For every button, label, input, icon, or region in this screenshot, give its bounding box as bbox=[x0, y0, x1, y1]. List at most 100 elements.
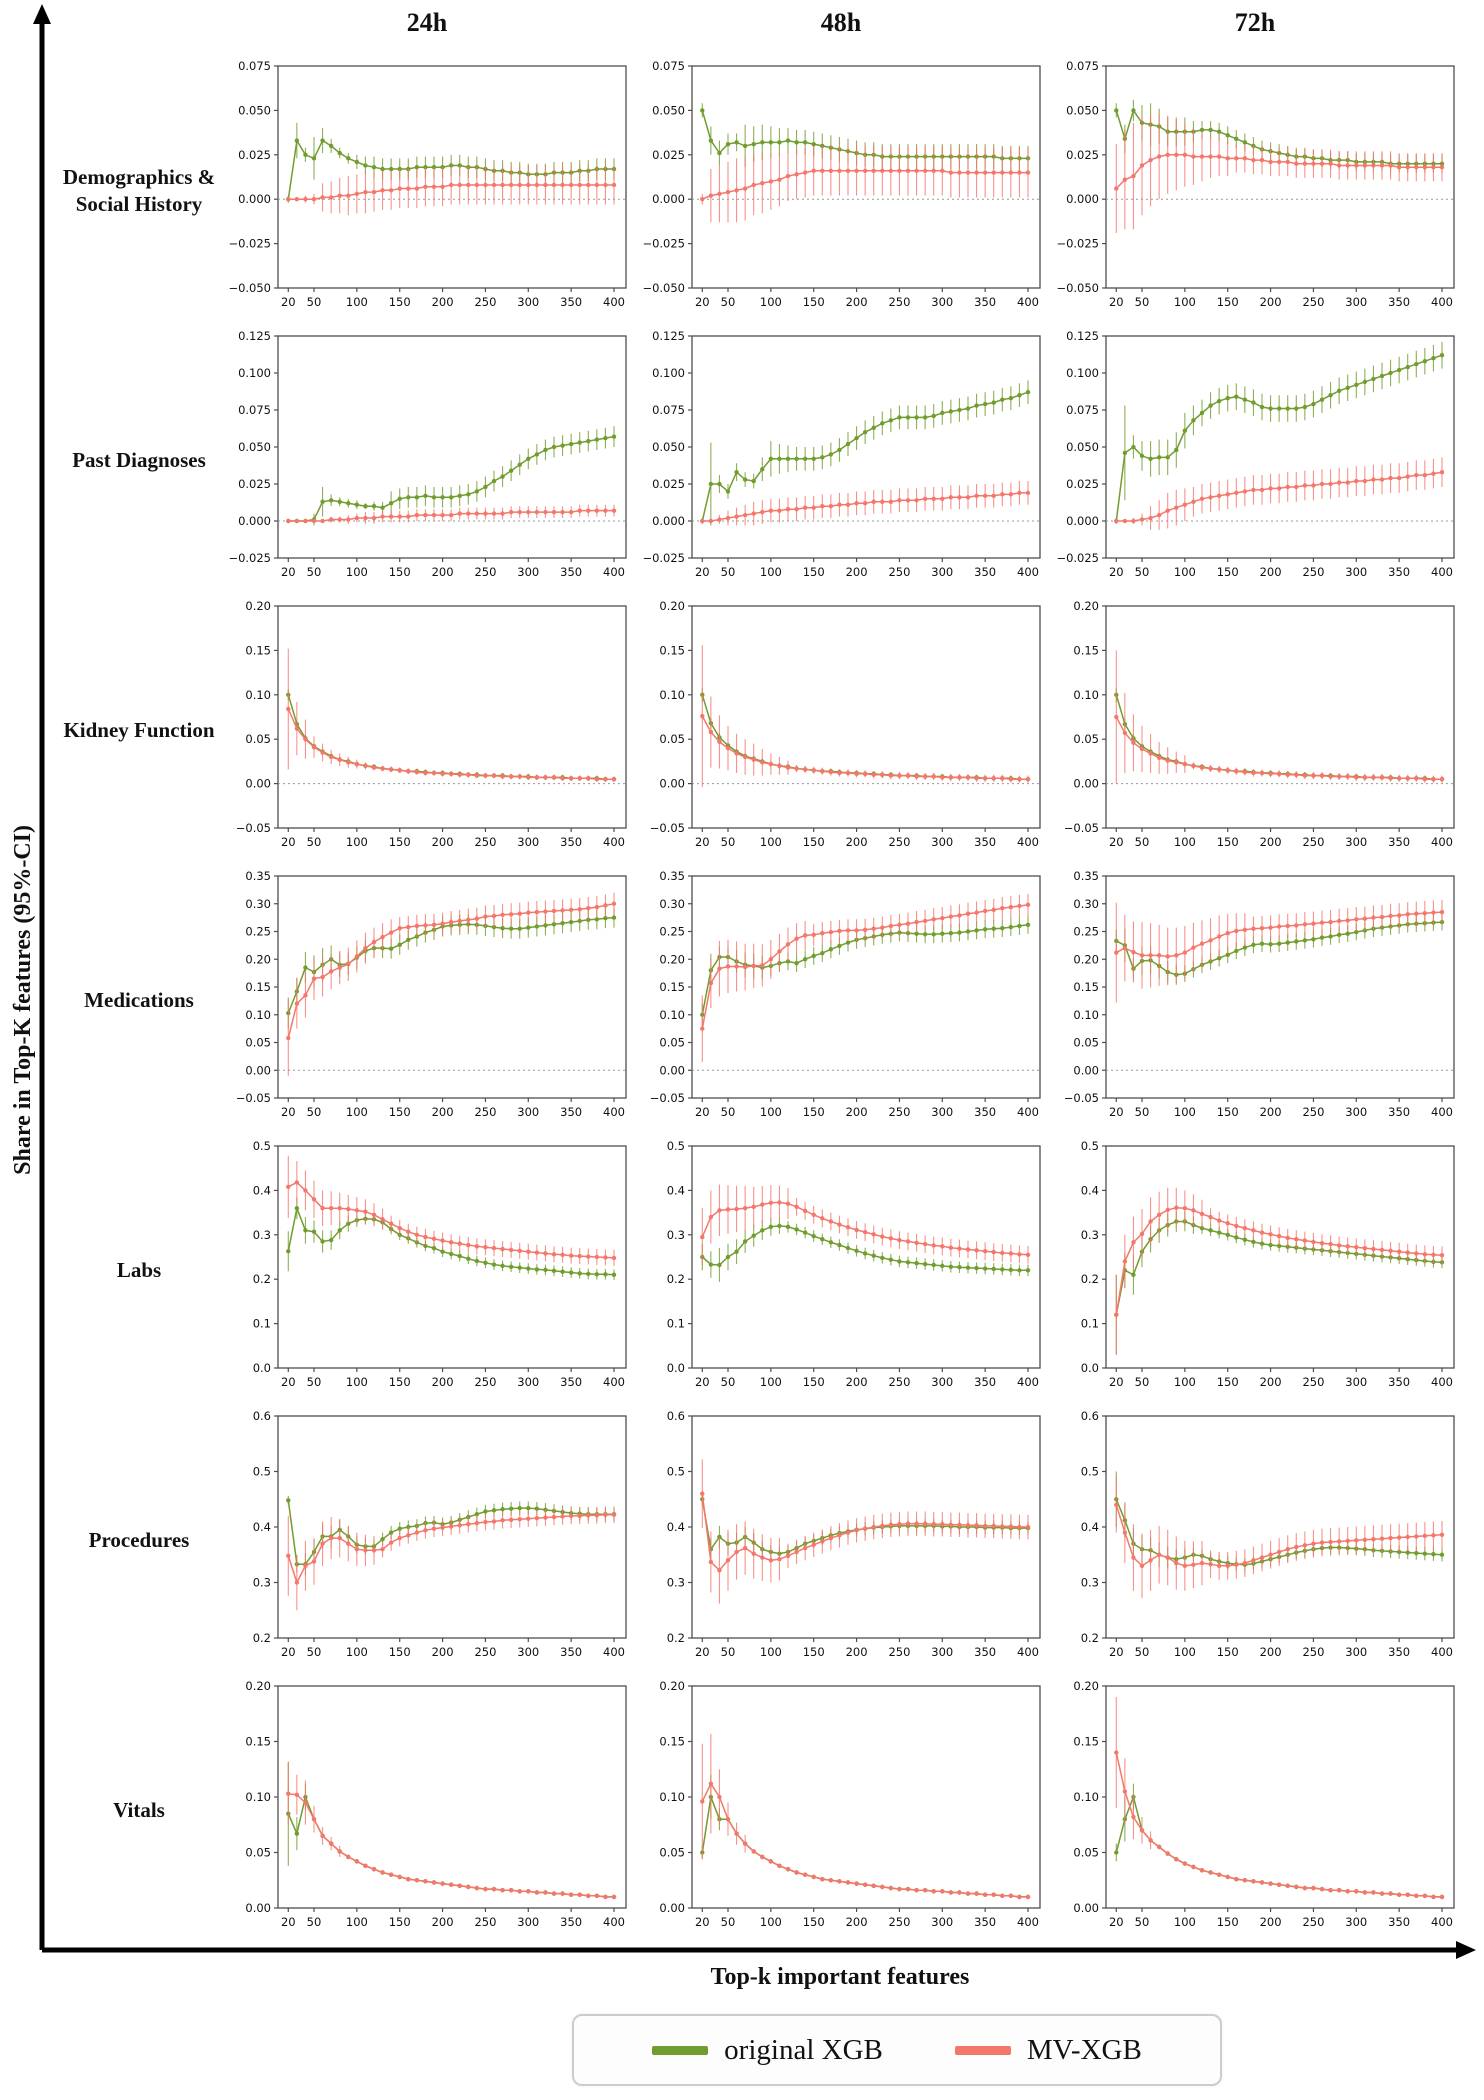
svg-text:0.15: 0.15 bbox=[659, 643, 685, 657]
svg-text:0.05: 0.05 bbox=[1073, 1846, 1099, 1860]
svg-text:0.10: 0.10 bbox=[1073, 688, 1099, 702]
svg-text:0.6: 0.6 bbox=[1081, 1410, 1099, 1423]
svg-text:250: 250 bbox=[474, 565, 496, 579]
svg-text:0.15: 0.15 bbox=[1073, 643, 1099, 657]
svg-text:0.075: 0.075 bbox=[652, 60, 685, 73]
svg-text:−0.025: −0.025 bbox=[228, 237, 271, 251]
svg-text:150: 150 bbox=[803, 835, 825, 849]
svg-text:300: 300 bbox=[517, 295, 539, 309]
svg-text:0.4: 0.4 bbox=[1081, 1183, 1099, 1197]
svg-text:250: 250 bbox=[888, 1915, 910, 1929]
chart-canvas: 0.20 0.15 0.10 0.05 0.00 20 50 100 150 200 250 300 3… bbox=[245, 1680, 627, 1929]
svg-text:0.05: 0.05 bbox=[659, 1846, 685, 1860]
svg-text:400: 400 bbox=[1017, 835, 1039, 849]
svg-text:200: 200 bbox=[1260, 295, 1282, 309]
legend-box: original XGB MV-XGB bbox=[572, 2014, 1222, 2086]
svg-text:300: 300 bbox=[931, 1915, 953, 1929]
svg-text:150: 150 bbox=[1217, 835, 1239, 849]
svg-text:50: 50 bbox=[721, 1105, 736, 1119]
row-label-medications: Medications bbox=[84, 988, 194, 1013]
row-label-procedures: Procedures bbox=[88, 1528, 190, 1553]
svg-text:400: 400 bbox=[603, 1105, 625, 1119]
svg-text:0.20: 0.20 bbox=[245, 600, 271, 613]
column-header-48h: 48h bbox=[820, 8, 862, 37]
svg-text:0.3: 0.3 bbox=[1081, 1576, 1099, 1590]
chart-kidney-function-48h: 0.20 0.15 0.10 0.05 0.00 −0.05 20 50 100 150 200 25… bbox=[634, 596, 1048, 866]
svg-text:0.10: 0.10 bbox=[1073, 1008, 1099, 1022]
svg-text:0.05: 0.05 bbox=[659, 1036, 685, 1050]
svg-text:0.025: 0.025 bbox=[238, 148, 271, 162]
svg-text:0.00: 0.00 bbox=[659, 1063, 685, 1077]
svg-text:20: 20 bbox=[695, 835, 710, 849]
svg-text:350: 350 bbox=[974, 1105, 996, 1119]
svg-text:50: 50 bbox=[1135, 295, 1150, 309]
chart-canvas: 0.6 0.5 0.4 0.3 0.2 20 50 100 150 200 250 300 350 400 bbox=[667, 1410, 1041, 1659]
chart-canvas: 0.20 0.15 0.10 0.05 0.00 20 50 100 150 200 250 300 3… bbox=[1073, 1680, 1455, 1929]
svg-text:−0.050: −0.050 bbox=[1056, 281, 1099, 295]
svg-text:0.00: 0.00 bbox=[245, 1901, 271, 1915]
row-label-past-diagnoses: Past Diagnoses bbox=[72, 448, 206, 473]
svg-text:0.20: 0.20 bbox=[245, 952, 271, 966]
svg-text:400: 400 bbox=[1431, 1915, 1453, 1929]
svg-text:400: 400 bbox=[603, 565, 625, 579]
svg-text:−0.05: −0.05 bbox=[1064, 821, 1099, 835]
svg-text:300: 300 bbox=[517, 565, 539, 579]
svg-text:350: 350 bbox=[974, 565, 996, 579]
svg-text:250: 250 bbox=[888, 1645, 910, 1659]
svg-text:0.0: 0.0 bbox=[1081, 1361, 1099, 1375]
svg-text:20: 20 bbox=[1109, 565, 1124, 579]
svg-text:50: 50 bbox=[1135, 1375, 1150, 1389]
chart-demographics-24h: 0.075 0.050 0.025 0.000 −0.025 −0.050 20 50 100 1… bbox=[220, 56, 634, 326]
svg-text:400: 400 bbox=[603, 295, 625, 309]
row-label-labs: Labs bbox=[116, 1258, 162, 1283]
svg-text:100: 100 bbox=[346, 1375, 368, 1389]
svg-text:50: 50 bbox=[1135, 1645, 1150, 1659]
svg-text:250: 250 bbox=[1302, 1375, 1324, 1389]
svg-text:300: 300 bbox=[1345, 835, 1367, 849]
svg-text:0.025: 0.025 bbox=[1066, 477, 1099, 491]
svg-text:0.00: 0.00 bbox=[245, 777, 271, 791]
svg-text:−0.05: −0.05 bbox=[236, 821, 271, 835]
svg-text:0.30: 0.30 bbox=[659, 897, 685, 911]
svg-text:−0.050: −0.050 bbox=[228, 281, 271, 295]
svg-text:300: 300 bbox=[1345, 565, 1367, 579]
chart-procedures-24h: 0.6 0.5 0.4 0.3 0.2 20 50 100 150 200 250 300 350 400 bbox=[220, 1406, 634, 1676]
svg-text:300: 300 bbox=[517, 1915, 539, 1929]
svg-text:250: 250 bbox=[1302, 1645, 1324, 1659]
svg-text:0.075: 0.075 bbox=[1066, 60, 1099, 73]
svg-text:20: 20 bbox=[695, 1915, 710, 1929]
svg-text:0.3: 0.3 bbox=[253, 1228, 271, 1242]
svg-text:350: 350 bbox=[974, 1645, 996, 1659]
svg-text:0.10: 0.10 bbox=[245, 688, 271, 702]
svg-text:300: 300 bbox=[931, 1645, 953, 1659]
svg-text:0.050: 0.050 bbox=[1066, 440, 1099, 454]
svg-text:50: 50 bbox=[721, 835, 736, 849]
svg-text:0.2: 0.2 bbox=[1081, 1272, 1099, 1286]
svg-text:250: 250 bbox=[474, 1915, 496, 1929]
svg-text:−0.025: −0.025 bbox=[1056, 237, 1099, 251]
svg-text:0.025: 0.025 bbox=[652, 477, 685, 491]
svg-text:−0.025: −0.025 bbox=[642, 237, 685, 251]
svg-text:350: 350 bbox=[560, 1375, 582, 1389]
svg-text:20: 20 bbox=[281, 1915, 296, 1929]
svg-text:20: 20 bbox=[281, 1105, 296, 1119]
chart-past-diagnoses-48h: 0.125 0.100 0.075 0.050 0.025 0.000 −0.025 20 50… bbox=[634, 326, 1048, 596]
svg-text:0.10: 0.10 bbox=[659, 1008, 685, 1022]
svg-text:0.4: 0.4 bbox=[253, 1520, 271, 1534]
svg-text:0.05: 0.05 bbox=[1073, 1036, 1099, 1050]
svg-text:0.5: 0.5 bbox=[667, 1140, 685, 1153]
chart-canvas: 0.5 0.4 0.3 0.2 0.1 0.0 20 50 100 150 200 250 300 350… bbox=[1081, 1140, 1455, 1389]
chart-canvas: 0.6 0.5 0.4 0.3 0.2 20 50 100 150 200 250 300 350 400 bbox=[1081, 1410, 1455, 1659]
svg-text:0.00: 0.00 bbox=[245, 1063, 271, 1077]
svg-text:0.05: 0.05 bbox=[1073, 732, 1099, 746]
svg-text:200: 200 bbox=[846, 1105, 868, 1119]
svg-text:300: 300 bbox=[931, 295, 953, 309]
row-label-vitals: Vitals bbox=[113, 1798, 165, 1823]
chart-canvas: 0.35 0.30 0.25 0.20 0.15 0.10 0.05 0.00 −0.05 20 5… bbox=[236, 870, 627, 1119]
svg-text:350: 350 bbox=[974, 1375, 996, 1389]
chart-canvas: 0.075 0.050 0.025 0.000 −0.025 −0.050 20 50 100 1… bbox=[228, 60, 627, 309]
svg-text:0.050: 0.050 bbox=[1066, 103, 1099, 117]
svg-text:300: 300 bbox=[1345, 1915, 1367, 1929]
svg-text:100: 100 bbox=[1174, 295, 1196, 309]
svg-text:0.10: 0.10 bbox=[1073, 1790, 1099, 1804]
